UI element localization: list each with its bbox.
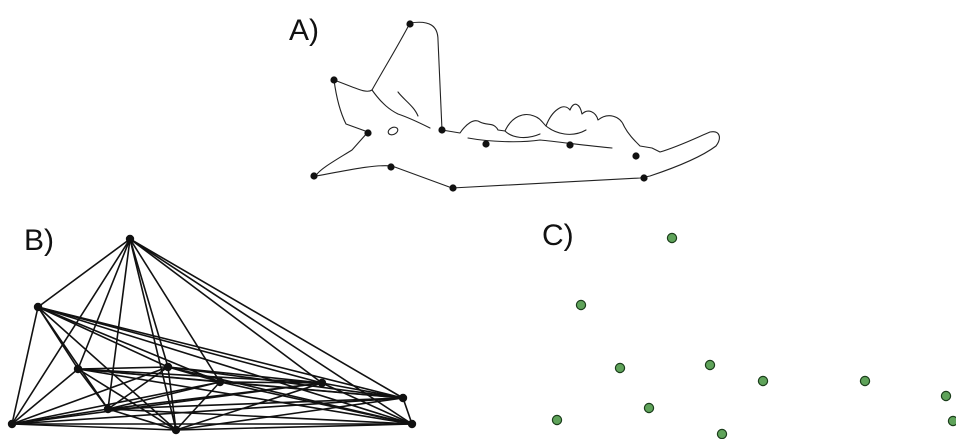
panel-b-network <box>7 234 417 435</box>
panel-c-landmarks <box>551 232 956 439</box>
landmark-point <box>551 414 563 426</box>
network-node <box>163 362 173 372</box>
network-edge <box>77 238 131 370</box>
network-edge <box>107 397 404 410</box>
landmark-point <box>632 152 640 160</box>
landmark-point <box>310 172 318 180</box>
panel-a-mandible <box>310 20 720 192</box>
network-edge <box>402 397 413 425</box>
landmark-point <box>406 20 414 28</box>
network-edge <box>11 408 109 425</box>
landmark-point <box>940 390 952 402</box>
network-edge <box>11 397 404 425</box>
network-edge <box>37 306 404 399</box>
landmark-point <box>640 174 648 182</box>
network-node <box>171 425 181 435</box>
landmark-point <box>449 184 457 192</box>
tooth-root-line <box>467 137 613 149</box>
network-edge <box>129 238 177 431</box>
landmark-point <box>482 140 490 148</box>
network-edge <box>167 366 177 431</box>
network-edge <box>11 306 39 425</box>
mandible-outline <box>315 21 720 189</box>
network-edge <box>175 423 413 431</box>
network-edge <box>107 238 131 410</box>
network-edge <box>11 368 79 425</box>
network-node <box>7 419 17 429</box>
network-edge <box>321 382 404 399</box>
network-edge <box>77 366 169 370</box>
landmark-point <box>716 428 728 439</box>
network-node <box>407 419 417 429</box>
coronoid-inner-line <box>371 89 431 129</box>
landmark-point <box>947 415 956 427</box>
canal-line <box>397 91 419 117</box>
network-edge <box>129 238 404 399</box>
landmark-point <box>859 375 871 387</box>
network-node <box>103 404 113 414</box>
network-edge <box>37 306 323 384</box>
network-edge <box>37 306 413 425</box>
landmark-point <box>643 402 655 414</box>
network-edge <box>11 382 323 425</box>
panel-a-label: A) <box>289 14 319 47</box>
landmark-point <box>666 232 678 244</box>
network-node <box>33 302 43 312</box>
network-edge <box>219 381 404 399</box>
network-edge <box>107 408 413 425</box>
network-edge <box>175 382 323 431</box>
panel-b-label: B) <box>24 224 54 257</box>
landmark-point <box>364 129 372 137</box>
landmark-point <box>387 163 395 171</box>
network-edge <box>37 306 169 368</box>
network-edge <box>11 238 131 425</box>
network-edges <box>11 238 413 431</box>
network-edge <box>37 306 109 410</box>
landmark-point <box>330 76 338 84</box>
network-edge <box>77 368 413 425</box>
network-edge <box>37 238 131 308</box>
molar-crown-line <box>504 125 587 139</box>
foramen-outline <box>387 126 399 136</box>
network-node <box>398 393 408 403</box>
network-edge <box>219 381 323 384</box>
landmark-point <box>575 299 587 311</box>
network-node <box>317 378 327 388</box>
landmark-point <box>614 362 626 374</box>
network-edge <box>129 238 323 384</box>
network-nodes <box>7 234 417 435</box>
network-edge <box>129 238 221 383</box>
panel-c-label: C) <box>542 219 574 252</box>
landmark-point <box>566 141 574 149</box>
landmark-point <box>438 126 446 134</box>
network-edge <box>107 408 177 431</box>
network-node <box>73 364 83 374</box>
network-edge <box>11 381 221 425</box>
network-edge <box>77 368 177 431</box>
network-node <box>215 377 225 387</box>
landmark-point <box>757 375 769 387</box>
network-edge <box>11 366 169 425</box>
network-edge <box>77 368 109 410</box>
network-node <box>125 234 135 244</box>
landmark-point <box>704 359 716 371</box>
panel-a-landmarks <box>310 20 648 192</box>
network-edge <box>11 423 177 431</box>
